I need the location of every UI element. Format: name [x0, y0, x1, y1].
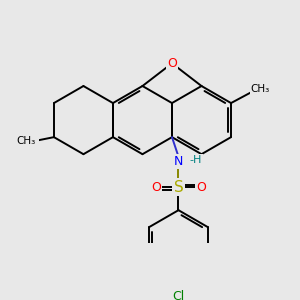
Text: CH₃: CH₃ [16, 136, 35, 146]
Text: O: O [151, 181, 161, 194]
Text: Cl: Cl [172, 290, 184, 300]
Text: S: S [174, 180, 183, 195]
Text: N: N [174, 155, 183, 168]
Text: O: O [167, 57, 177, 70]
Text: CH₃: CH₃ [250, 84, 270, 94]
Text: -H: -H [190, 155, 202, 165]
Text: O: O [196, 181, 206, 194]
